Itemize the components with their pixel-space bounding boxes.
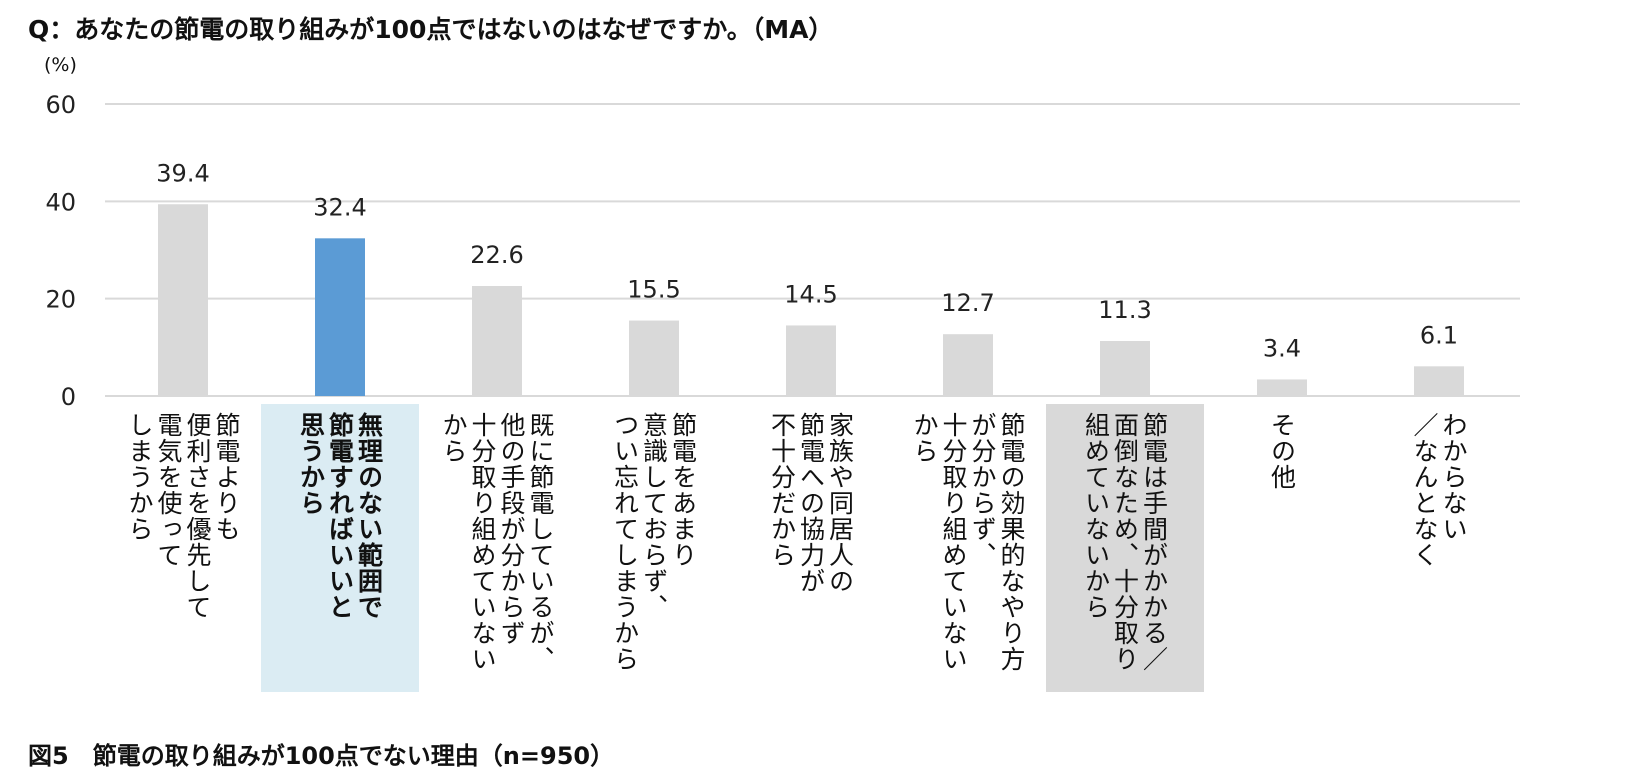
category-label-line: 節電すればいいと [325,412,355,620]
data-label: 39.4 [156,159,209,187]
figure-caption: 図5 節電の取り組みが100点でない理由（n=950） [28,742,615,770]
bar [1257,379,1307,396]
data-label: 22.6 [470,241,523,269]
category-label-line: 他の手段が分からず [497,412,526,646]
category-label-line: しまうから [125,412,154,542]
category-label: 節電よりも 便利さを優先して 電気を使って しまうから [104,404,262,692]
bar [629,320,679,396]
bar [315,238,365,396]
y-axis-unit: (%) [44,54,77,76]
data-label: 11.3 [1098,296,1151,324]
data-label: 6.1 [1420,321,1458,349]
category-label-line: 意識しておらず、 [639,412,669,620]
category-label: その他 [1203,404,1361,692]
bar [1100,341,1150,396]
y-tick-label: 40 [45,188,76,216]
category-label-line: 節電よりも [212,412,241,542]
category-label-line: 面倒なため、十分取り [1110,412,1140,672]
data-label: 32.4 [313,193,366,221]
y-tick-label: 20 [45,286,76,314]
category-label: 節電の効果的なやり方 が分からず、 十分取り組めていない から [889,404,1047,692]
category-label-line: 無理のない範囲で [354,412,384,620]
category-label-line: 十分取り組めていない [468,412,497,672]
category-label-line: その他 [1267,412,1297,490]
category-label: 節電は手間がかかる／ 面倒なため、十分取り 組めていないから [1046,404,1204,692]
data-label: 12.7 [941,289,994,317]
bar [1414,366,1464,396]
y-tick-label: 60 [45,91,76,119]
category-label-line: から [910,412,939,464]
category-label-line: 組めていないから [1081,412,1111,620]
question-title: Q：あなたの節電の取り組みが100点ではないのはなぜですか。（MA） [28,15,834,44]
category-label-line: 電気を使って [154,412,183,568]
category-label-line: わからない [1439,412,1468,542]
category-label: 既に節電しているが、 他の手段が分からず 十分取り組めていない から [418,404,576,692]
data-label: 3.4 [1263,334,1301,362]
category-label-line: ／なんとなく [1410,412,1439,568]
category-label-line: 既に節電しているが、 [526,412,555,672]
data-label: 15.5 [627,276,680,304]
y-tick-label: 0 [61,383,76,411]
category-label-line: 節電の効果的なやり方 [997,412,1026,672]
category-label-line: 思うから [296,412,326,516]
category-label-line: つい忘れてしまうから [610,412,640,672]
category-label: 家族や同居人の 節電への協力が 不十分だから [732,404,890,692]
category-label: 節電をあまり 意識しておらず、 つい忘れてしまうから [575,404,733,692]
category-label-line: 家族や同居人の [825,412,855,594]
bar [943,334,993,396]
category-label-line: 不十分だから [767,412,797,568]
bar [472,286,522,396]
category-label-line: 節電をあまり [668,412,698,568]
category-label-line: が分からず、 [968,412,997,568]
category-label-line: から [439,412,468,464]
data-label: 14.5 [784,280,837,308]
category-label-line: 十分取り組めていない [939,412,968,672]
category-label: わからない ／なんとなく [1360,404,1518,692]
category-label: 無理のない範囲で 節電すればいいと 思うから [261,404,419,692]
category-label-line: 節電は手間がかかる／ [1139,412,1169,672]
category-label-line: 便利さを優先して [183,412,212,620]
bar [786,325,836,396]
bar [158,204,208,396]
category-label-line: 節電への協力が [796,412,826,594]
